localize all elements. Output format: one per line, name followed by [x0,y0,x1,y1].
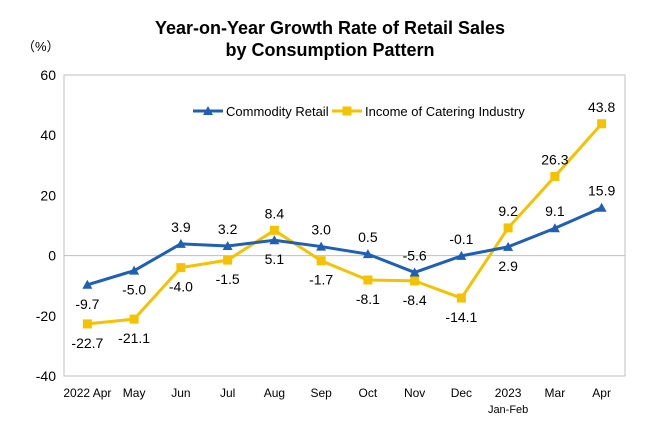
x-tick-sublabel: Jan-Feb [488,404,528,416]
data-point-catering-income [316,256,326,266]
legend-marker-catering-income [342,106,352,116]
x-tick-label: Jun [171,386,190,400]
x-tick-label: May [123,386,146,400]
data-point-catering-income [503,223,513,233]
data-point-commodity-retail [362,249,373,259]
data-label-commodity-retail: -5.6 [403,247,427,263]
series-line-commodity-retail [86,206,603,287]
data-label-catering-income: -8.1 [356,291,380,307]
x-tick-label: Oct [359,386,378,400]
x-tick-label: Sep [310,386,332,400]
data-label-commodity-retail: -9.7 [75,296,99,312]
data-point-commodity-retail [222,240,233,250]
data-label-catering-income: 26.3 [541,151,568,167]
data-label-commodity-retail: 3.2 [218,221,238,237]
y-axis-unit-label: （%） [22,39,60,54]
data-point-commodity-retail [503,241,514,251]
data-label-commodity-retail: 15.9 [588,183,615,199]
data-point-catering-income [223,255,233,265]
data-point-commodity-retail [316,241,327,251]
data-label-commodity-retail: 5.1 [265,251,285,267]
y-tick-label: -20 [36,308,56,324]
data-label-commodity-retail: 0.5 [358,229,378,245]
legend-marker-commodity-retail [203,106,213,115]
legend-label-catering-income: Income of Catering Industry [365,104,525,119]
data-point-catering-income [550,171,560,181]
data-label-commodity-retail: -5.0 [122,282,146,298]
data-point-commodity-retail [596,202,607,212]
data-label-catering-income: -1.7 [309,272,333,288]
data-label-commodity-retail: -0.1 [449,231,473,247]
data-point-commodity-retail [175,238,186,248]
x-tick-label: Nov [404,386,425,400]
data-point-commodity-retail [129,265,140,275]
data-point-catering-income [176,263,186,273]
data-point-commodity-retail [549,223,560,233]
data-point-catering-income [269,225,279,235]
data-point-catering-income [363,275,373,285]
data-label-catering-income: -14.1 [445,309,477,325]
chart-title: Year-on-Year Growth Rate of Retail Sales [154,18,506,38]
data-label-catering-income: -21.1 [118,330,150,346]
x-tick-label: Aug [264,386,285,400]
chart-subtitle: by Consumption Pattern [225,40,435,60]
plot-frame [63,74,626,377]
data-label-catering-income: 43.8 [588,99,615,115]
data-point-commodity-retail [82,279,93,289]
data-point-catering-income [456,293,466,303]
data-label-commodity-retail: 9.1 [545,203,565,219]
x-tick-label: Apr [592,386,611,400]
data-label-catering-income: -4.0 [169,279,193,295]
x-tick-label: 2023 [495,386,522,400]
x-tick-label: Dec [451,386,472,400]
legend-label-commodity-retail: Commodity Retail [226,104,329,119]
data-point-catering-income [597,119,607,129]
y-tick-label: 60 [40,67,56,83]
data-point-commodity-retail [409,267,420,277]
data-label-catering-income: -22.7 [71,335,103,351]
y-tick-label: 0 [48,248,56,264]
series-line-catering-income [87,122,603,326]
y-tick-label: 40 [40,127,56,143]
x-tick-label: 2022 Apr [63,386,111,400]
data-point-catering-income [82,319,92,329]
data-label-catering-income: -8.4 [403,292,427,308]
x-tick-label: Mar [545,386,566,400]
data-point-commodity-retail [269,235,280,245]
data-label-commodity-retail: 3.0 [311,222,331,238]
data-label-commodity-retail: 3.9 [171,219,191,235]
data-label-commodity-retail: 2.9 [498,258,518,274]
data-point-catering-income [129,314,139,324]
data-label-catering-income: 8.4 [265,205,285,221]
data-point-catering-income [410,276,420,286]
y-tick-label: -40 [36,368,56,384]
x-tick-label: Jul [220,386,235,400]
data-label-catering-income: 9.2 [498,203,518,219]
data-label-catering-income: -1.5 [216,271,240,287]
y-tick-label: 20 [40,187,56,203]
data-point-commodity-retail [456,250,467,260]
